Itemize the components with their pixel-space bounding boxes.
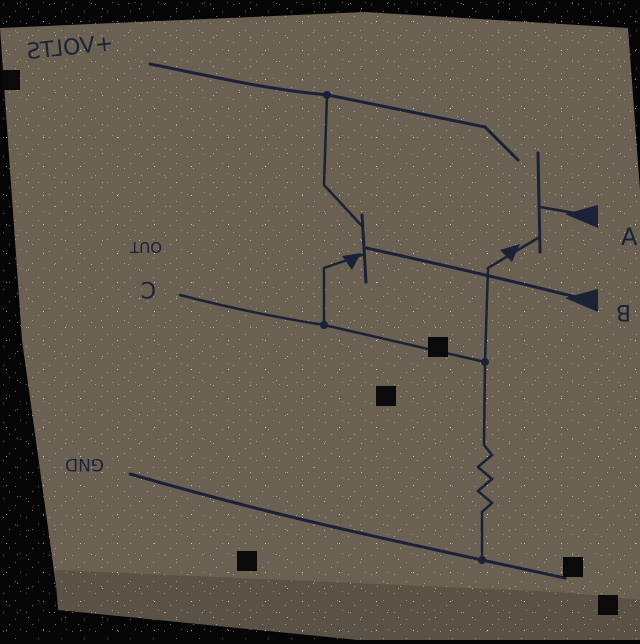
censor-block (563, 557, 583, 577)
left-transistor-base-bar (360, 213, 368, 284)
censor-block (237, 551, 257, 571)
censor-block (2, 70, 20, 90)
junction-ground (478, 556, 486, 564)
right-transistor-base-bar (536, 151, 542, 254)
left-emitter-arrow (342, 253, 361, 270)
output-c-wire (178, 293, 487, 364)
input-a-arrow (565, 205, 598, 228)
right-emitter-wire (483, 236, 540, 364)
left-collector-wire (322, 93, 363, 227)
right-emitter-arrow (500, 244, 520, 262)
censor-block (428, 337, 448, 357)
resistor-lead-top (482, 360, 487, 447)
junction-output-node (481, 358, 489, 366)
label-b-pin: B (616, 299, 631, 324)
input-b-wire (364, 246, 582, 300)
resistor-zigzag (476, 443, 494, 514)
label-c-pin: C (141, 276, 156, 301)
label-a-pin: A (621, 223, 638, 251)
circuit-wiring (128, 62, 582, 580)
ground-rail-wire (128, 472, 567, 580)
junction-c-line (320, 321, 328, 329)
censor-blocks (2, 70, 618, 615)
label-ground: GND (65, 454, 104, 474)
input-b-arrow (565, 289, 598, 312)
label-out: OUT (129, 238, 162, 256)
junction-supply (323, 91, 331, 99)
censor-block (598, 595, 618, 615)
censor-block (376, 386, 396, 406)
